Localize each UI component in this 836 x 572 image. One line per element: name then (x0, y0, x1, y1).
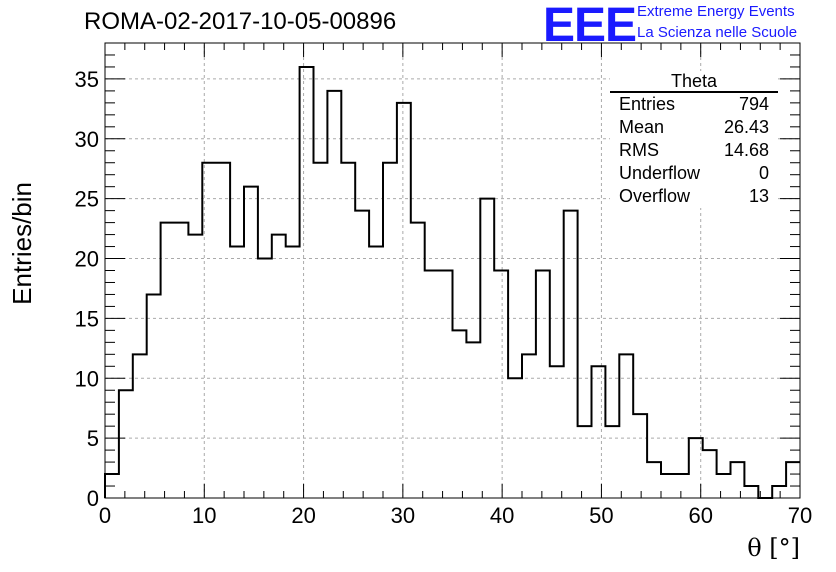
histogram-bin (258, 259, 272, 498)
histogram-bin (647, 462, 661, 498)
histogram-bin (314, 163, 328, 498)
histogram-bin (161, 223, 175, 498)
histogram-bin (397, 103, 411, 498)
histogram-bin (383, 163, 397, 498)
x-axis-label: θ [°] (747, 534, 800, 562)
y-tick-label: 20 (75, 247, 99, 272)
histogram-bin (175, 223, 189, 498)
y-tick-label: 15 (75, 306, 99, 331)
histogram-bin (605, 426, 619, 498)
x-tick-label: 50 (589, 503, 613, 528)
histogram-bin (744, 486, 758, 498)
histogram-bin (494, 271, 508, 499)
y-tick-label: 5 (87, 426, 99, 451)
histogram-bin (105, 474, 119, 498)
y-tick-label: 0 (87, 486, 99, 511)
histogram-bin (480, 199, 494, 498)
x-tick-label: 60 (688, 503, 712, 528)
stats-box: Theta Entries 794 Mean 26.43 RMS 14.68 Underfl… (610, 71, 778, 208)
x-tick-label: 70 (788, 503, 812, 528)
histogram-bin (147, 294, 161, 498)
y-tick-label: 25 (75, 187, 99, 212)
histogram-bin (564, 211, 578, 498)
y-tick-label: 30 (75, 127, 99, 152)
stats-rows: Entries 794 Mean 26.43 RMS 14.68 Underflow 0 Ove… (610, 93, 778, 208)
stats-value: 13 (748, 186, 769, 206)
histogram-bin (133, 354, 147, 498)
x-tick-label: 20 (291, 503, 315, 528)
histogram-bin (300, 67, 314, 498)
histogram-bin (453, 330, 467, 498)
histogram-bin (411, 223, 425, 498)
org-name: Extreme Energy Events (637, 3, 795, 20)
stats-label: RMS (619, 140, 659, 160)
stats-row: Entries 794 (610, 93, 778, 116)
histogram-bin (578, 426, 592, 498)
histogram-bin (355, 211, 369, 498)
histogram-bin (216, 163, 230, 498)
histogram-bin (230, 247, 244, 498)
histogram-step-line (104, 65, 800, 499)
histogram-bin (425, 271, 439, 499)
stats-value: 26.43 (723, 117, 769, 137)
stats-value: 0 (758, 163, 769, 183)
histogram-bin (592, 366, 606, 498)
x-tick-label: 0 (99, 503, 111, 528)
stats-label: Underflow (619, 163, 701, 183)
histogram-bin (327, 91, 341, 498)
histogram-bin (786, 462, 800, 498)
histogram-bin (369, 247, 383, 498)
histogram-bin (675, 474, 689, 498)
histogram-bin (550, 366, 564, 498)
run-title: ROMA-02-2017-10-05-00896 (84, 8, 397, 35)
x-tick-label: 10 (192, 503, 216, 528)
x-tick-label: 40 (490, 503, 514, 528)
eee-logo: EEE (543, 0, 637, 52)
y-tick-label: 35 (75, 67, 99, 92)
histogram-bin (661, 474, 675, 498)
stats-label: Entries (619, 94, 676, 114)
axis-ticks: 0 10 20 30 40 50 60 70 0 5 10 15 20 25 30 35 (75, 42, 812, 528)
histogram-bin (286, 247, 300, 498)
histogram-bin (536, 271, 550, 499)
stats-label: Overflow (619, 186, 691, 206)
histogram-bin (466, 342, 480, 498)
histogram-bin (633, 414, 647, 498)
histogram-bin (522, 354, 536, 498)
histogram-bin (188, 235, 202, 498)
stats-row: RMS 14.68 (610, 139, 778, 162)
y-axis-label: Entries/bin (7, 182, 37, 305)
stats-value: 14.68 (723, 140, 769, 160)
stats-row: Underflow 0 (610, 162, 778, 185)
stats-value: 794 (738, 94, 769, 114)
y-tick-label: 10 (75, 366, 99, 391)
histogram-bin (508, 378, 522, 498)
stats-title: Theta (610, 71, 778, 93)
histogram-bin (731, 462, 745, 498)
histogram-bin (619, 354, 633, 498)
histogram-bin (202, 163, 216, 498)
histogram-bin (717, 474, 731, 498)
org-subtitle: La Scienza nelle Scuole (637, 24, 798, 41)
stats-label: Mean (619, 117, 665, 137)
stats-row: Overflow 13 (610, 185, 778, 208)
histogram-bin (341, 163, 355, 498)
histogram-bin (272, 235, 286, 498)
histogram-bin (772, 486, 786, 498)
histogram-bin (689, 438, 703, 498)
histogram-bin (244, 187, 258, 498)
histogram-bin (119, 390, 133, 498)
histogram-bin (439, 271, 453, 499)
x-tick-label: 30 (391, 503, 415, 528)
histogram-bin (703, 450, 717, 498)
stats-row: Mean 26.43 (610, 116, 778, 139)
